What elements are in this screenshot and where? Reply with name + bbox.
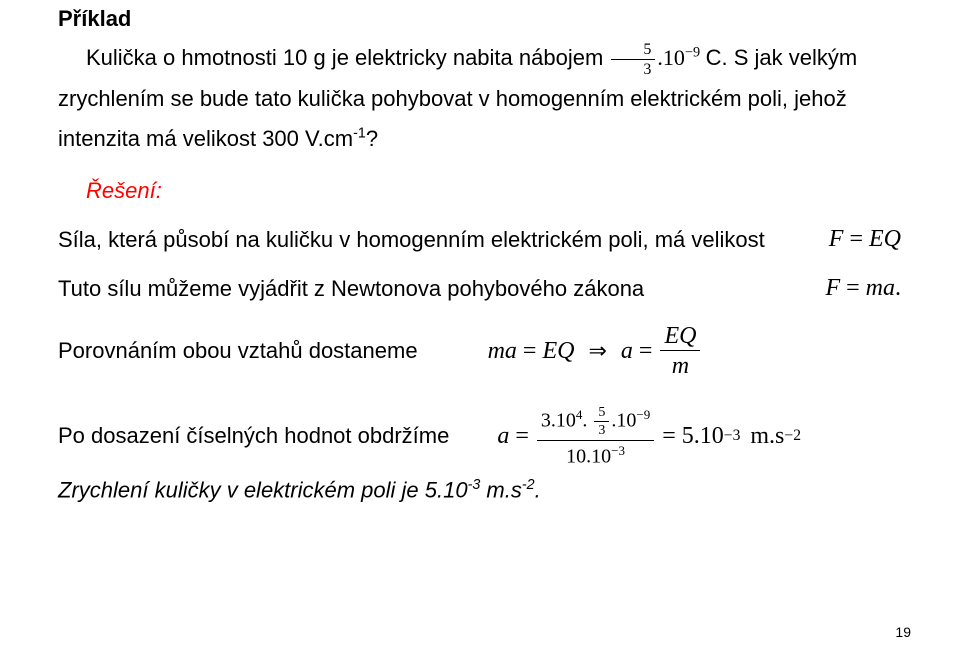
charge-base: 10	[663, 45, 685, 70]
problem-line3-text: intenzita má velikost 300 V.cm	[58, 126, 353, 151]
s4-result-base: 5.10	[682, 423, 724, 450]
problem-line1-prefix: Kulička o hmotnosti 10 g je elektricky n…	[86, 45, 609, 70]
s3-eq2-fraction: EQ m	[660, 324, 700, 378]
s4-text: Po dosazení číselných hodnot obdržíme	[58, 423, 449, 449]
charge-frac-den: 3	[611, 60, 655, 78]
solution-step-1: Síla, která působí na kuličku v homogenn…	[58, 226, 901, 253]
s2-rhs: ma	[866, 275, 895, 301]
charge-frac-num: 5	[611, 42, 655, 60]
s4-den-exp: −3	[611, 443, 625, 458]
problem-line3-tail: ?	[366, 126, 378, 151]
s4-den-base: 10.10	[566, 446, 611, 468]
solution-step-4: Po dosazení číselných hodnot obdržíme a=…	[58, 406, 901, 467]
s4-num-p2-exp: −9	[636, 407, 650, 422]
summary-mid: m.s	[480, 477, 522, 502]
s3-eq2-den: m	[660, 351, 700, 378]
s4-unit-base: m.s	[740, 423, 784, 450]
s1-rhs: EQ	[869, 226, 901, 252]
s3-text: Porovnáním obou vztahů dostaneme	[58, 338, 418, 364]
s3-eq2-lhs: a	[621, 338, 633, 365]
s4-numerator: 3.104. 5 3 .10−9	[537, 406, 654, 441]
problem-line-3: intenzita má velikost 300 V.cm-1?	[58, 119, 901, 160]
charge-fraction: 5 3	[611, 42, 655, 78]
charge-exp: −9	[685, 45, 700, 61]
s4-a: a	[497, 423, 509, 450]
s3-eq1-lhs: ma	[488, 338, 517, 365]
problem-line-2: zrychlením se bude tato kulička pohybova…	[58, 79, 901, 120]
s1-equation: F=EQ	[829, 226, 901, 253]
s4-big-fraction: 3.104. 5 3 .10−9 10.10−3	[537, 406, 654, 467]
summary-exp1: -3	[468, 477, 481, 493]
s4-num-p2-base: .10	[611, 410, 636, 432]
s4-denominator: 10.10−3	[537, 441, 654, 467]
s4-equation: a= 3.104. 5 3 .10−9 10.10−3 = 5.10−3 m.s…	[497, 406, 801, 467]
implies-arrow-icon: ⇒	[574, 338, 620, 364]
s4-inner-den: 3	[594, 422, 609, 438]
s2-lhs: F	[825, 275, 840, 301]
charge-value: 5 3 .10−9	[609, 45, 705, 70]
s2-text: Tuto sílu můžeme vyjádřit z Newtonova po…	[58, 276, 644, 302]
s4-num-dot: .	[582, 410, 587, 432]
problem-line3-exp: -1	[353, 126, 366, 142]
s4-inner-fraction: 5 3	[594, 406, 609, 438]
summary-prefix: Zrychlení kuličky v elektrickém poli je …	[58, 477, 468, 502]
solution-step-3: Porovnáním obou vztahů dostaneme ma=EQ ⇒…	[58, 324, 901, 378]
problem-line1-suffix: S jak velkým	[728, 45, 858, 70]
s3-equations: ma=EQ ⇒ a= EQ m	[488, 324, 703, 378]
solution-label: Řešení:	[86, 178, 901, 204]
summary-exp2: -2	[522, 477, 535, 493]
s3-eq1-rhs: EQ	[542, 338, 574, 365]
example-heading: Příklad	[58, 6, 901, 32]
s4-inner-num: 5	[594, 406, 609, 422]
charge-unit: C.	[706, 45, 728, 70]
summary-tail: .	[535, 477, 541, 502]
s4-unit-exp: −2	[784, 427, 801, 445]
s1-text: Síla, která působí na kuličku v homogenn…	[58, 227, 765, 253]
solution-step-2: Tuto sílu můžeme vyjádřit z Newtonova po…	[58, 275, 901, 302]
problem-line-1: Kulička o hmotnosti 10 g je elektricky n…	[58, 38, 901, 79]
s2-equation: F=ma.	[825, 275, 901, 302]
page-number: 19	[895, 624, 911, 640]
s4-num-p1-base: 3.10	[541, 410, 576, 432]
summary-line: Zrychlení kuličky v elektrickém poli je …	[58, 477, 901, 503]
s2-tail: .	[895, 275, 901, 301]
s3-eq2-num: EQ	[660, 324, 700, 351]
s4-result-exp: −3	[724, 427, 741, 445]
s1-lhs: F	[829, 226, 844, 252]
